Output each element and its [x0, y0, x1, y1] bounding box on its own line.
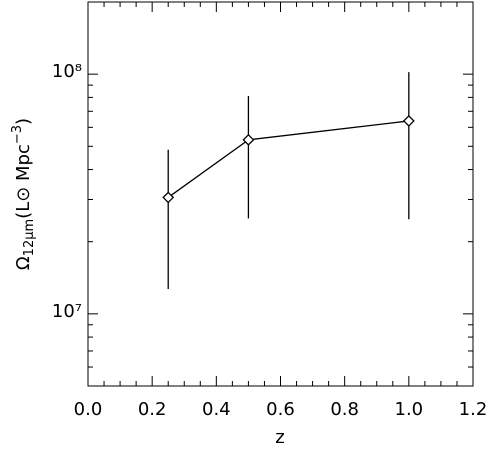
x-tick-label: 0.0	[74, 399, 103, 420]
y-label-part: Ω	[13, 256, 34, 270]
x-tick-label: 0.6	[266, 399, 295, 420]
x-tick-label: 0.4	[202, 399, 231, 420]
x-tick-label: 0.2	[138, 399, 167, 420]
x-tick-label: 1.0	[395, 399, 424, 420]
x-tick-label: 0.8	[330, 399, 359, 420]
marker	[242, 133, 255, 146]
marker	[162, 191, 175, 204]
x-tick-label: 1.2	[459, 399, 488, 420]
y-axis-label: Ω12μm(L⊙ Mpc−3)	[10, 118, 37, 270]
y-label-part: )	[13, 118, 34, 125]
series-line	[167, 120, 409, 198]
y-tick-label: 10⁸	[52, 61, 82, 82]
y-label-part: (L⊙ Mpc	[13, 144, 34, 219]
x-axis-label: z	[275, 427, 284, 448]
y-label-part: 12μm	[22, 219, 37, 256]
y-label-part: −3	[10, 125, 25, 144]
marker	[402, 115, 415, 127]
y-tick-label: 10⁷	[52, 301, 82, 322]
plot-frame	[87, 1, 474, 387]
